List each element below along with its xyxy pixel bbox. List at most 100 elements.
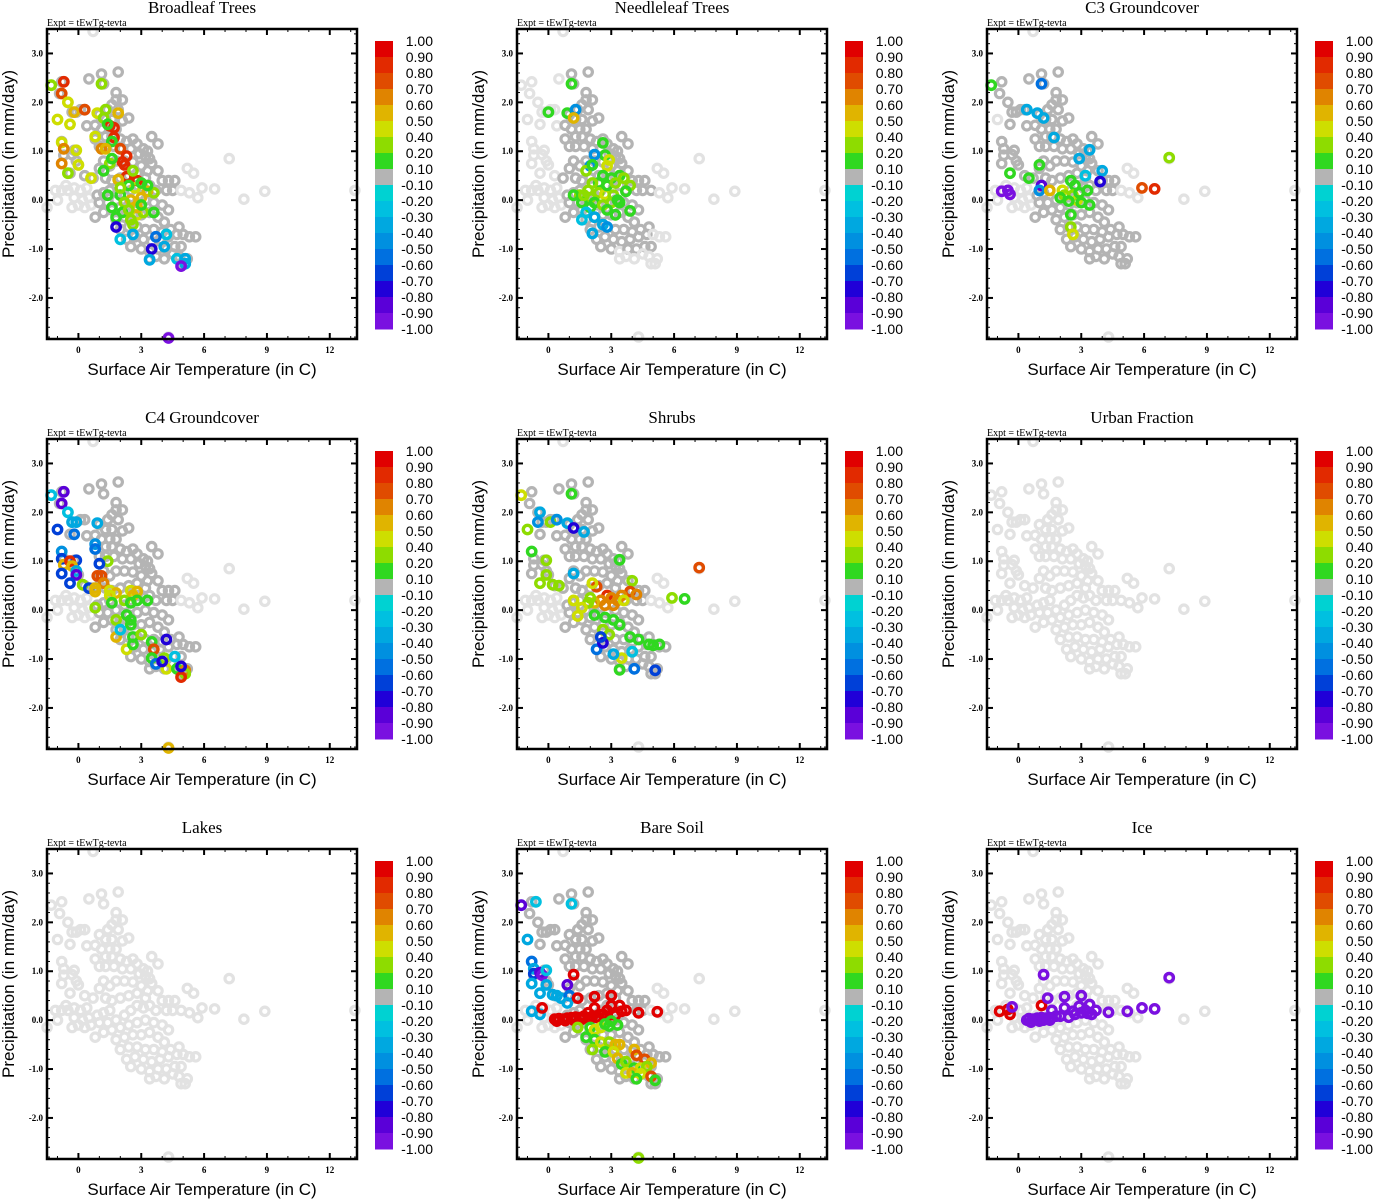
x-axis-label: Surface Air Temperature (in C): [1027, 360, 1256, 379]
colorbar-label: -1.00: [401, 731, 433, 747]
colorbar-label: 0.10: [876, 161, 903, 177]
colorbar-label: 1.00: [1346, 33, 1373, 49]
scatter-point: [51, 113, 64, 126]
colorbar: 1.000.900.800.700.600.500.400.200.10-0.1…: [845, 853, 903, 1157]
colorbar-segment: [375, 707, 393, 724]
colorbar-label: 0.70: [1346, 491, 1373, 507]
scatter-point-background: [1065, 143, 1077, 155]
colorbar-label: 0.80: [876, 885, 903, 901]
scatter-point: [110, 614, 123, 626]
colorbar-segment: [845, 217, 863, 234]
colorbar-segment: [1315, 233, 1333, 250]
x-tick-label: 12: [1265, 345, 1275, 355]
x-tick-label: 0: [1016, 345, 1021, 355]
scatter-point-background: [582, 476, 594, 488]
colorbar-label: -0.10: [871, 177, 903, 193]
colorbar-segment: [1315, 201, 1333, 218]
x-tick-label: 9: [265, 1165, 270, 1175]
scatter-point: [592, 186, 605, 199]
colorbar-label: 0.10: [1346, 571, 1373, 587]
scatter-point-background: [622, 574, 634, 587]
scatter-point: [143, 253, 156, 266]
y-tick-label: 3.0: [972, 458, 984, 468]
colorbar-segment: [845, 185, 863, 202]
scatter-point-background: [1090, 594, 1102, 607]
colorbar-label: -0.60: [1341, 667, 1373, 683]
colorbar-label: -0.50: [1341, 1061, 1373, 1077]
scatter-point: [112, 107, 125, 120]
colorbar-label: 1.00: [876, 853, 903, 869]
y-tick-label: 1.0: [502, 556, 514, 566]
scatter-point: [97, 164, 110, 177]
colorbar-segment: [845, 563, 863, 580]
scatter-point-background: [594, 552, 607, 565]
scatter-point-background: [620, 250, 632, 263]
scatter-point-background: [550, 1002, 563, 1014]
y-tick-label: 1.0: [972, 966, 984, 976]
scatter-point: [1025, 1016, 1037, 1028]
x-tick-label: 6: [202, 1165, 207, 1175]
scatter-point: [630, 588, 643, 601]
scatter-point: [649, 664, 662, 677]
panel-needleleaf-trees: Needleleaf Trees Expt = tEwTg-tevta 0 3 6 9 12…: [469, 0, 903, 379]
colorbar-label: -0.80: [401, 289, 433, 305]
scatter-point-background: [1109, 174, 1121, 187]
y-tick-label: 3.0: [32, 868, 44, 878]
colorbar-segment: [845, 1005, 863, 1022]
scatter-point-background: [1102, 331, 1115, 343]
colorbar-label: 0.90: [876, 49, 903, 65]
colorbar-segment: [845, 233, 863, 250]
colorbar-segment: [1315, 1021, 1333, 1038]
colorbar-segment: [375, 297, 393, 314]
scatter-point-background: [548, 923, 561, 936]
x-axis-label: Surface Air Temperature (in C): [87, 360, 316, 379]
scatter-point-background: [582, 513, 594, 526]
colorbar-label: -0.60: [871, 1077, 903, 1093]
colorbar-segment: [375, 675, 393, 692]
colorbar-label: -0.70: [871, 683, 903, 699]
colorbar-label: -0.90: [401, 305, 433, 321]
scatter-point: [114, 623, 127, 636]
colorbar-segment: [375, 877, 393, 894]
scatter-point-background: [641, 228, 653, 241]
colorbar-label: -0.40: [871, 225, 903, 241]
colorbar-segment: [375, 547, 393, 564]
x-tick-label: 0: [76, 1165, 81, 1175]
y-tick-label: 3.0: [502, 458, 514, 468]
expt-label: Expt = tEwTg-tevta: [47, 428, 127, 439]
colorbar-label: 0.50: [1346, 523, 1373, 539]
colorbar-label: -0.90: [871, 715, 903, 731]
scatter-point-background: [997, 962, 1010, 975]
scatter-point-background: [169, 994, 181, 1007]
colorbar-label: 0.20: [1346, 965, 1373, 981]
x-tick-label: 6: [202, 755, 207, 765]
y-tick-label: 0.0: [502, 195, 514, 205]
scatter-point: [66, 516, 79, 528]
y-tick-label: -2.0: [29, 1113, 44, 1123]
colorbar-segment: [1315, 579, 1333, 596]
scatter-point-background: [125, 1060, 137, 1073]
scatter-point-background: [559, 211, 571, 223]
scatter-point: [1085, 1008, 1098, 1021]
scatter-point-background: [74, 923, 87, 936]
scatter-point-background: [628, 216, 641, 228]
colorbar-label: -0.40: [401, 1045, 433, 1061]
colorbar: 1.000.900.800.700.600.500.400.200.10-0.1…: [1315, 33, 1373, 337]
scatter-point-background: [1111, 1048, 1123, 1061]
panel-lakes: Lakes Expt = tEwTg-tevta 0 3 6 9 12 3.0 2.0 1.0 0.…: [0, 818, 433, 1199]
scatter-point-background: [708, 193, 720, 205]
scatter-point-background: [171, 228, 183, 241]
points: [41, 845, 361, 1163]
scatter-point: [1035, 77, 1048, 90]
scatter-point-background: [1092, 138, 1104, 150]
y-tick-label: 1.0: [502, 966, 514, 976]
y-tick-label: -2.0: [969, 1113, 984, 1123]
scatter-point-background: [152, 165, 164, 177]
plot-frame: [45, 27, 359, 341]
colorbar-label: 0.70: [406, 81, 433, 97]
scatter-point: [91, 517, 104, 529]
scatter-point-background: [55, 977, 68, 990]
colorbar-label: 0.80: [406, 885, 433, 901]
scatter-point-background: [1096, 584, 1108, 597]
colorbar-label: 0.20: [406, 555, 433, 571]
